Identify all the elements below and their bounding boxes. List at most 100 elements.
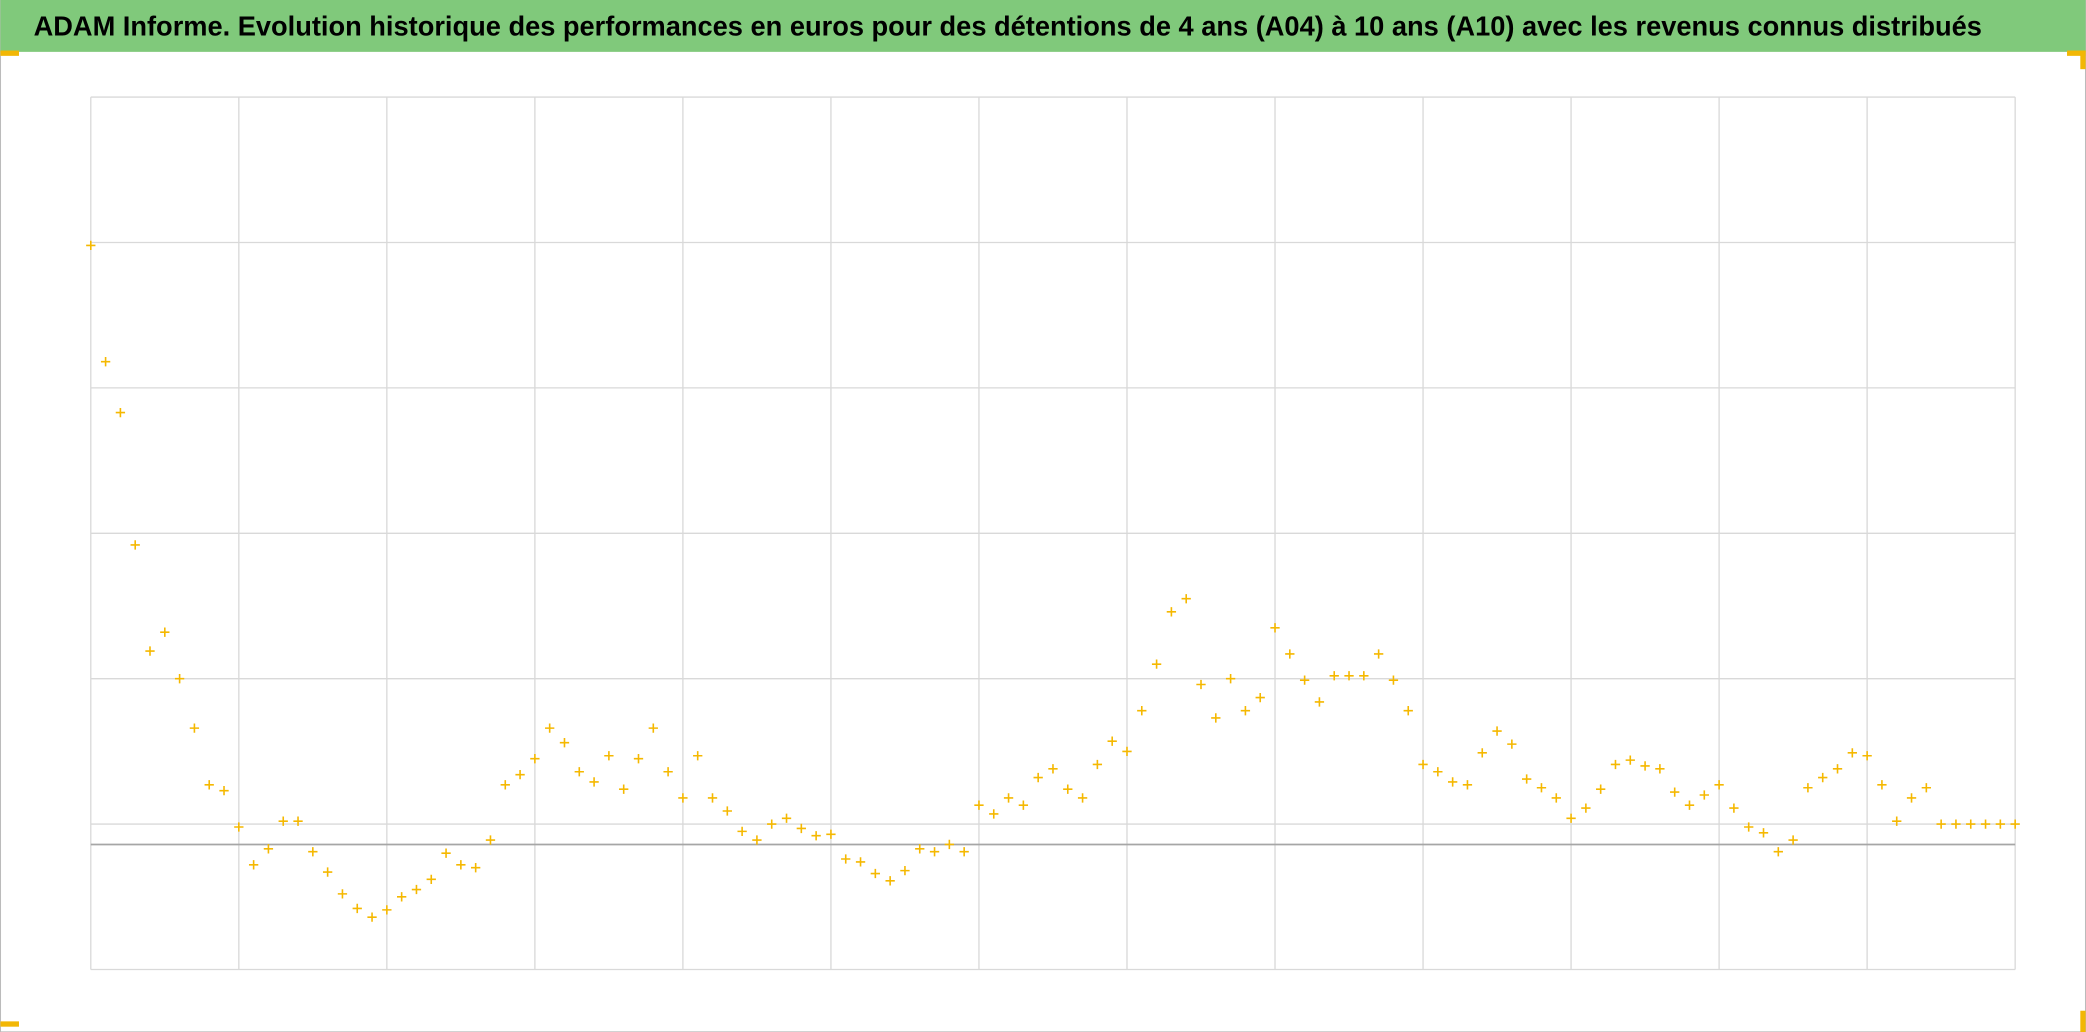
point — [1018, 800, 1029, 810]
point — [1921, 783, 1931, 793]
point — [204, 780, 214, 790]
point — [1847, 748, 1857, 758]
point — [722, 806, 732, 816]
point — [1329, 671, 1339, 681]
point — [841, 854, 851, 864]
point — [1832, 764, 1843, 774]
point — [1492, 726, 1502, 736]
point — [1803, 783, 1813, 793]
point — [1714, 780, 1724, 790]
point — [1285, 649, 1295, 659]
point — [663, 767, 673, 777]
point — [100, 357, 111, 367]
point — [293, 816, 303, 826]
point — [1122, 746, 1132, 757]
point — [1625, 755, 1635, 765]
point — [1773, 847, 1783, 857]
point — [1433, 767, 1443, 777]
point — [1610, 759, 1621, 770]
point — [648, 723, 658, 733]
point — [1581, 803, 1591, 813]
point — [1225, 674, 1236, 684]
point — [1240, 706, 1251, 716]
point — [589, 777, 599, 787]
point — [693, 751, 703, 761]
point — [1877, 780, 1887, 790]
point — [145, 646, 155, 656]
point — [559, 738, 570, 748]
point — [1048, 764, 1058, 774]
point — [234, 822, 244, 832]
point — [737, 826, 747, 837]
point — [115, 407, 126, 418]
point — [367, 912, 377, 922]
point — [130, 540, 140, 550]
point — [1536, 783, 1547, 793]
point — [1151, 659, 1162, 669]
point — [1551, 793, 1561, 803]
point — [352, 903, 362, 914]
point — [1951, 819, 1961, 829]
point — [1033, 772, 1043, 783]
point — [263, 844, 274, 854]
point — [989, 809, 999, 819]
point — [1818, 772, 1828, 783]
point — [1684, 800, 1695, 810]
point — [870, 868, 880, 879]
corner-marks — [0, 50, 2086, 1032]
point — [604, 751, 614, 761]
point — [1388, 675, 1399, 685]
point — [1063, 784, 1073, 794]
point — [2010, 819, 2020, 829]
point — [1403, 706, 1413, 716]
point — [545, 723, 555, 733]
point — [456, 860, 466, 870]
point — [915, 844, 925, 854]
point — [86, 240, 96, 251]
point — [500, 780, 510, 790]
point — [1211, 713, 1221, 723]
point — [1137, 706, 1147, 716]
point — [855, 857, 866, 867]
point — [308, 847, 318, 857]
point — [1447, 777, 1458, 787]
point — [322, 867, 333, 877]
point — [633, 754, 644, 764]
point — [1699, 790, 1709, 800]
point — [530, 754, 540, 764]
point — [574, 767, 584, 777]
point — [885, 876, 895, 886]
point — [1862, 751, 1872, 761]
point — [1270, 623, 1280, 633]
point — [1196, 679, 1206, 690]
point — [1729, 803, 1739, 813]
point — [219, 785, 229, 796]
point — [900, 865, 910, 876]
point — [174, 674, 185, 684]
point — [515, 770, 525, 780]
point — [441, 848, 451, 858]
point — [396, 892, 407, 902]
point — [1566, 813, 1576, 823]
point — [1788, 835, 1798, 845]
point — [1892, 816, 1902, 826]
point — [826, 829, 836, 839]
point — [1507, 739, 1517, 749]
point — [426, 874, 436, 884]
point — [1462, 780, 1473, 790]
point — [160, 627, 170, 637]
point — [1966, 819, 1976, 829]
point — [678, 793, 688, 803]
point — [1744, 822, 1754, 832]
point — [811, 831, 821, 841]
point — [1980, 819, 1991, 829]
point — [929, 847, 940, 857]
point — [1299, 675, 1310, 685]
point — [752, 835, 762, 845]
point — [337, 889, 348, 899]
point — [1596, 784, 1606, 794]
point — [1670, 787, 1680, 797]
